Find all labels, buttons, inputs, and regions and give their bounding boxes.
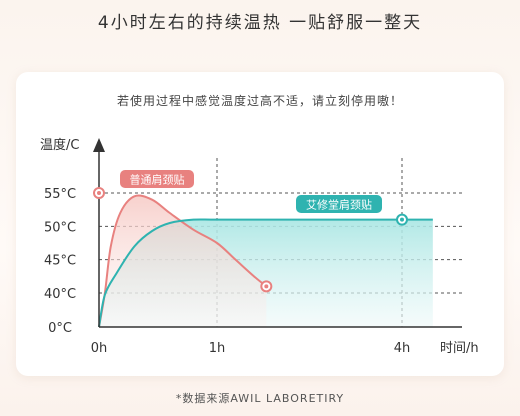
x-axis-label: 时间/h [440, 341, 479, 356]
series-lines [98, 194, 433, 328]
y-tick-label: 55°C [44, 187, 76, 202]
x-tick-label: 4h [394, 341, 411, 356]
aixiutang-patch-pill [296, 195, 382, 213]
y-tick-label: 50°C [44, 220, 76, 235]
y-axis-arrow [93, 138, 105, 152]
regular-patch-label: 普通肩颈贴 [130, 173, 185, 187]
x-tick-label: 0h [91, 341, 108, 356]
tick-labels: 0°C 40°C 45°C 50°C 55°C 0h 1h 4h 温度/C 时间/h [40, 137, 479, 356]
regular-patch-area [99, 195, 267, 327]
headline: 4小时左右的持续温热 一贴舒服一整天 [97, 13, 423, 33]
axes [93, 138, 462, 328]
y-axis-label: 温度/C [40, 137, 79, 153]
regular-patch-end-marker-dot [264, 284, 269, 289]
regular-patch-pill [120, 170, 194, 188]
aixiutang-patch-label: 艾修堂肩颈贴 [306, 198, 372, 212]
y-tick-label: 45°C [44, 254, 76, 269]
warning-text: 若使用过程中感觉温度过高不适，请立刻停用嗷！ [116, 94, 403, 108]
regular-patch-line [98, 194, 267, 328]
series-markers [93, 187, 408, 293]
data-source-note: *数据来源AWIL LABORETIRY [175, 392, 345, 405]
aixiutang-patch-line [98, 218, 433, 328]
y-tick-label: 0°C [48, 321, 72, 336]
aixiutang-patch-marker-dot [400, 217, 404, 222]
x-tick-label: 1h [209, 341, 226, 356]
series-fills [99, 195, 433, 327]
y-tick-label: 40°C [44, 287, 76, 302]
regular-patch-start-marker-dot [97, 191, 101, 195]
